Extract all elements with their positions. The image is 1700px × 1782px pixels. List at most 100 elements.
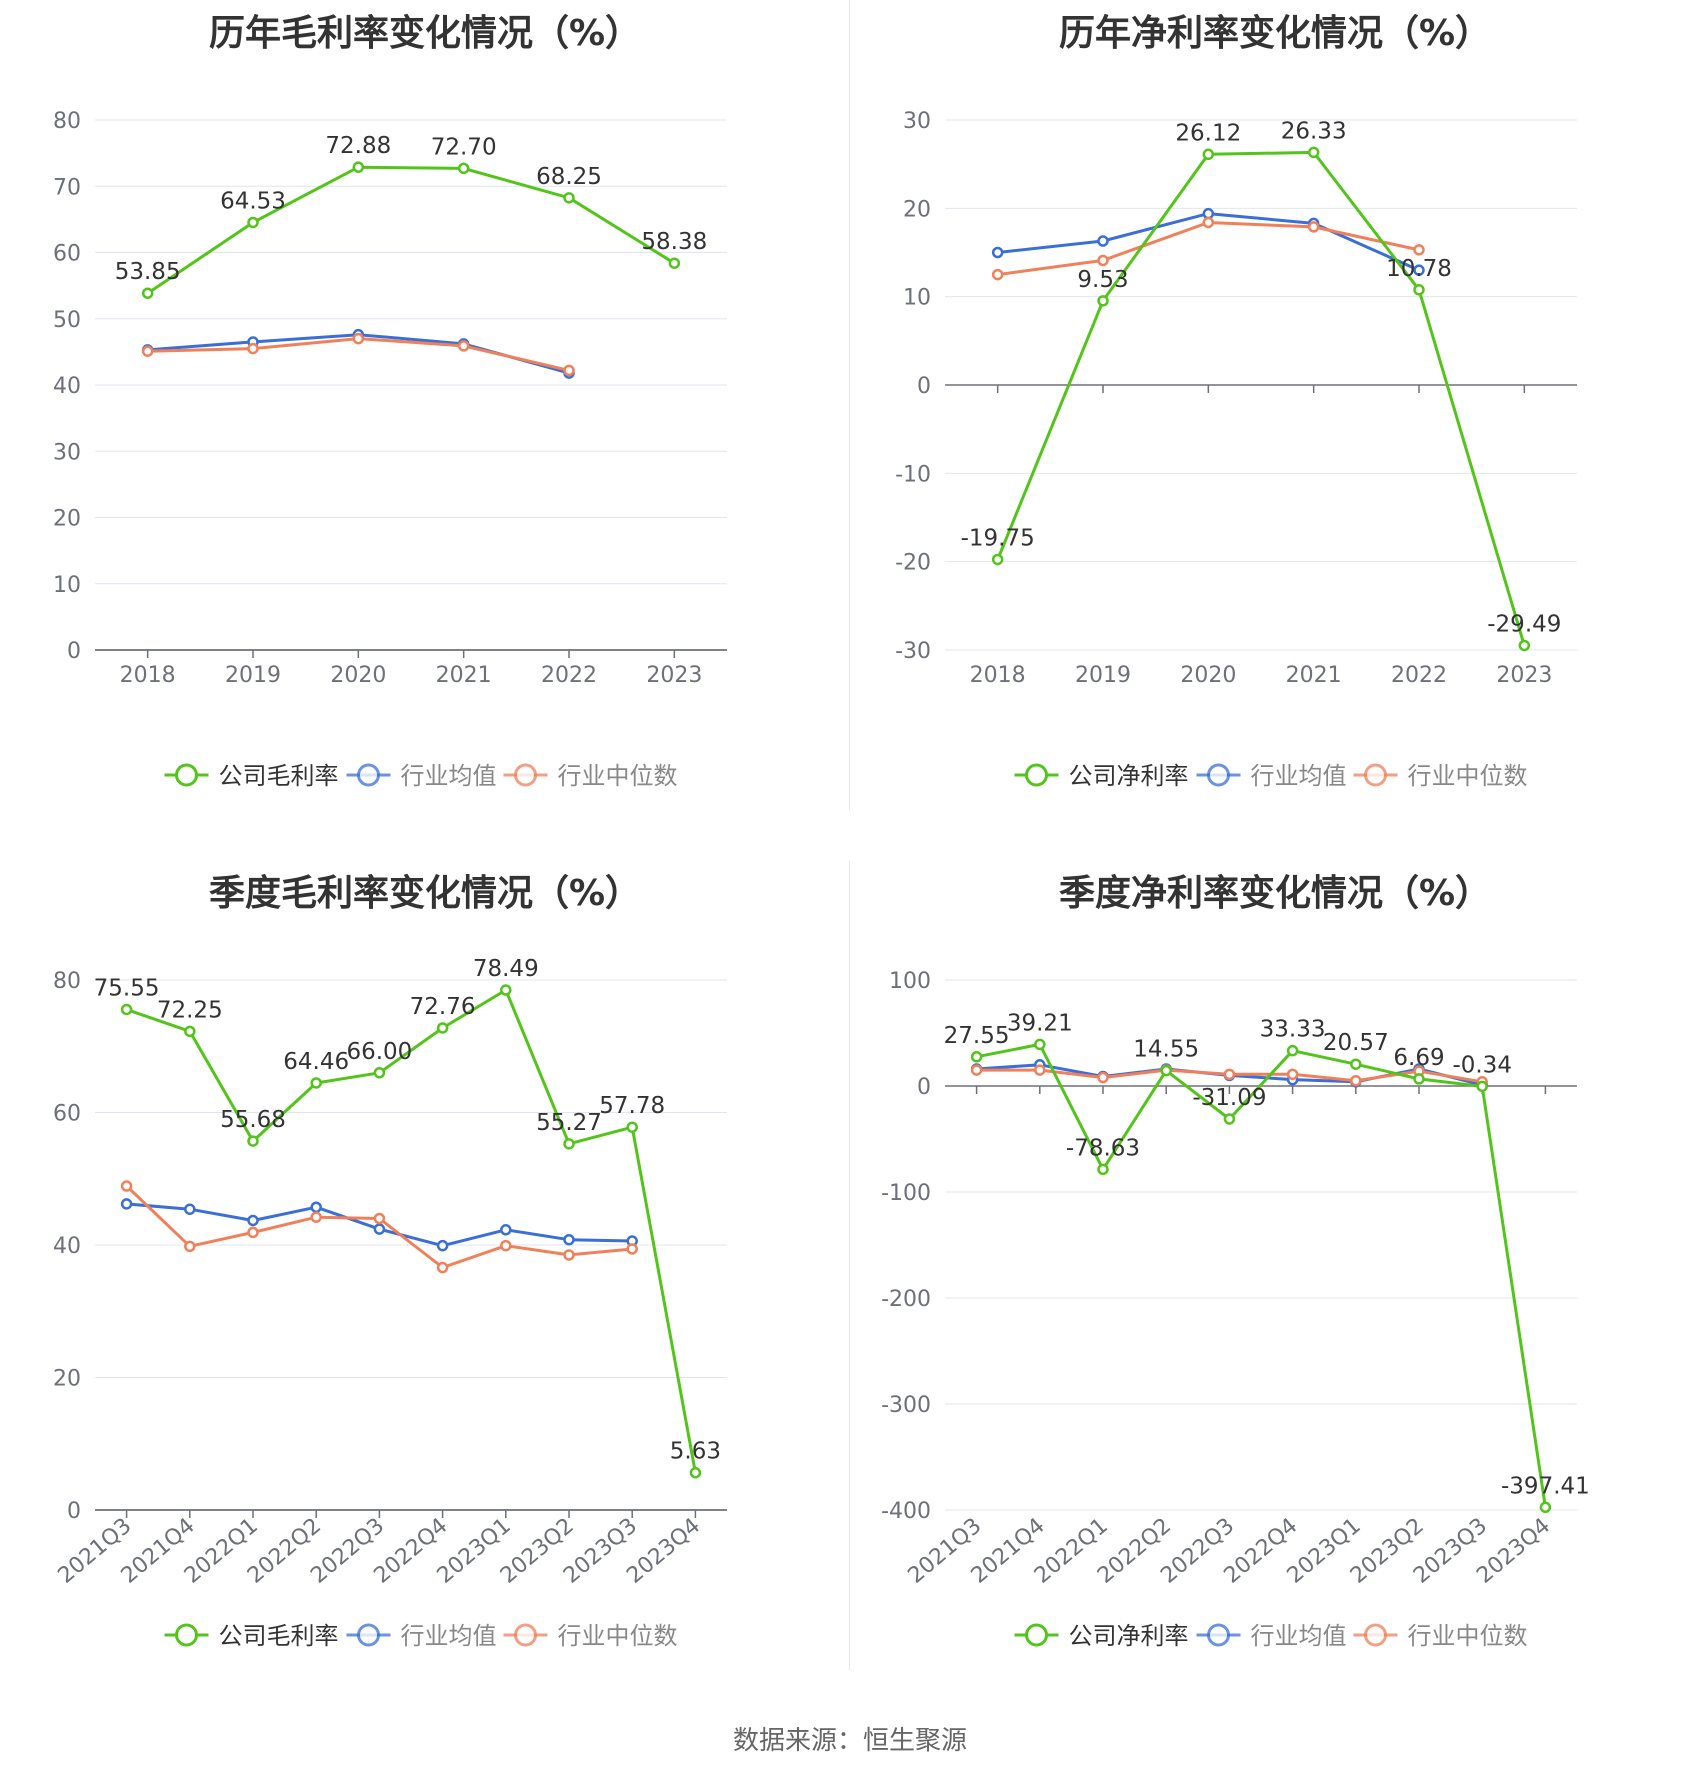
legend-marker-icon [1364, 1623, 1387, 1647]
data-point [500, 1239, 512, 1252]
series-line [976, 1042, 1547, 1508]
data-label: 27.55 [944, 1023, 1010, 1049]
data-point [436, 1261, 449, 1274]
data-label: 33.33 [1260, 1017, 1326, 1043]
y-tick-label: 20 [53, 507, 81, 532]
data-point [310, 1211, 322, 1223]
data-label: 75.55 [94, 975, 160, 1001]
data-point [247, 1135, 259, 1147]
series-1 [120, 1198, 638, 1252]
legend-marker-icon [514, 763, 537, 787]
y-tick-label: -100 [881, 1181, 931, 1206]
data-point [1413, 244, 1425, 256]
x-tick-label: 2022 [1391, 663, 1447, 688]
data-point [1307, 146, 1320, 159]
data-label: 58.38 [641, 229, 707, 255]
data-point [310, 1201, 322, 1213]
data-point [1097, 254, 1109, 267]
series-line [126, 988, 697, 1473]
chart-title: 季度净利率变化情况（%） [1058, 873, 1492, 914]
y-tick-label: 60 [53, 1102, 81, 1127]
y-tick-label: -10 [895, 462, 931, 487]
data-point [1034, 1064, 1046, 1076]
x-tick-label: 2020 [330, 663, 386, 688]
legend-item-1: 行业均值 [1196, 1622, 1347, 1650]
data-point [1034, 1038, 1046, 1051]
series-line [997, 221, 1420, 277]
legend-item-0: 公司毛利率 [164, 762, 339, 790]
data-point [373, 1223, 386, 1235]
legend-label: 公司毛利率 [219, 1622, 339, 1650]
data-point [1413, 264, 1425, 276]
legend-item-2: 行业中位数 [503, 1622, 678, 1650]
y-tick-label: 30 [53, 440, 81, 465]
legend-label: 公司净利率 [1069, 762, 1189, 790]
data-point [970, 1051, 983, 1063]
data-point [991, 246, 1004, 259]
legend-label: 行业均值 [401, 1622, 497, 1650]
data-point [1097, 295, 1109, 307]
data-label: 57.78 [599, 1093, 665, 1119]
legend-item-0: 公司毛利率 [164, 1622, 339, 1650]
data-label: 5.63 [670, 1439, 721, 1465]
legend-item-0: 公司净利率 [1014, 762, 1189, 790]
legend-label: 行业中位数 [558, 762, 678, 790]
data-point [1097, 235, 1109, 247]
legend-marker-icon [175, 1623, 198, 1647]
series-2 [991, 216, 1425, 281]
data-point [247, 216, 259, 229]
data-point [457, 162, 470, 175]
data-point [626, 1121, 638, 1133]
data-label: 20.57 [1323, 1030, 1389, 1056]
y-tick-label: 0 [917, 1075, 931, 1100]
data-point [500, 1224, 512, 1236]
legend-marker-icon [175, 763, 198, 787]
data-point [1097, 1163, 1109, 1176]
legend-label: 行业均值 [1251, 1622, 1347, 1650]
data-label: 26.33 [1281, 118, 1347, 144]
y-tick-label: 20 [903, 197, 931, 222]
data-point [141, 345, 154, 357]
data-point [1413, 284, 1425, 296]
data-label: 26.12 [1175, 120, 1241, 146]
data-point [563, 1249, 575, 1261]
y-tick-label: 10 [903, 286, 931, 311]
data-point [120, 1198, 133, 1210]
chart-title: 历年净利率变化情况（%） [1058, 13, 1492, 54]
legend-label: 行业中位数 [558, 1622, 678, 1650]
x-tick-label: 2020 [1180, 663, 1236, 688]
data-point [120, 1003, 133, 1016]
data-point [1476, 1080, 1488, 1093]
series-line [996, 150, 1526, 646]
data-label: 55.68 [220, 1107, 286, 1133]
data-label: 78.49 [473, 956, 539, 982]
y-tick-label: -300 [881, 1393, 931, 1418]
data-label: 72.25 [157, 997, 223, 1023]
data-point [991, 268, 1004, 281]
data-source-note: 数据来源：恒生聚源 [732, 1726, 967, 1756]
data-label: 66.00 [346, 1039, 412, 1065]
data-point [352, 161, 365, 173]
data-point [1307, 221, 1320, 233]
data-label: 6.69 [1393, 1045, 1444, 1071]
panel-divider [849, 860, 850, 1670]
data-label: -31.09 [1192, 1085, 1266, 1111]
data-point [436, 1022, 449, 1034]
y-tick-label: 0 [67, 639, 81, 664]
y-tick-label: 50 [53, 308, 81, 333]
data-point [563, 192, 575, 204]
data-point [247, 342, 259, 355]
panel-divider [849, 0, 850, 810]
data-point [668, 257, 681, 269]
x-tick-label: 2019 [225, 663, 281, 688]
legend-marker-icon [1364, 763, 1387, 787]
data-point [991, 553, 1004, 566]
legend-item-2: 行业中位数 [1353, 1622, 1528, 1650]
x-tick-label: 2021 [436, 663, 492, 688]
data-label: 10.78 [1386, 256, 1452, 282]
data-point [563, 1138, 575, 1150]
data-point [1160, 1064, 1172, 1077]
y-tick-label: 30 [903, 109, 931, 134]
chart-panel-quarterly-gross: 季度毛利率变化情况（%） 0 20 40 60 80 2021Q3 2021Q4 2022Q1… [0, 860, 850, 1720]
chart-title: 季度毛利率变化情况（%） [208, 873, 642, 914]
